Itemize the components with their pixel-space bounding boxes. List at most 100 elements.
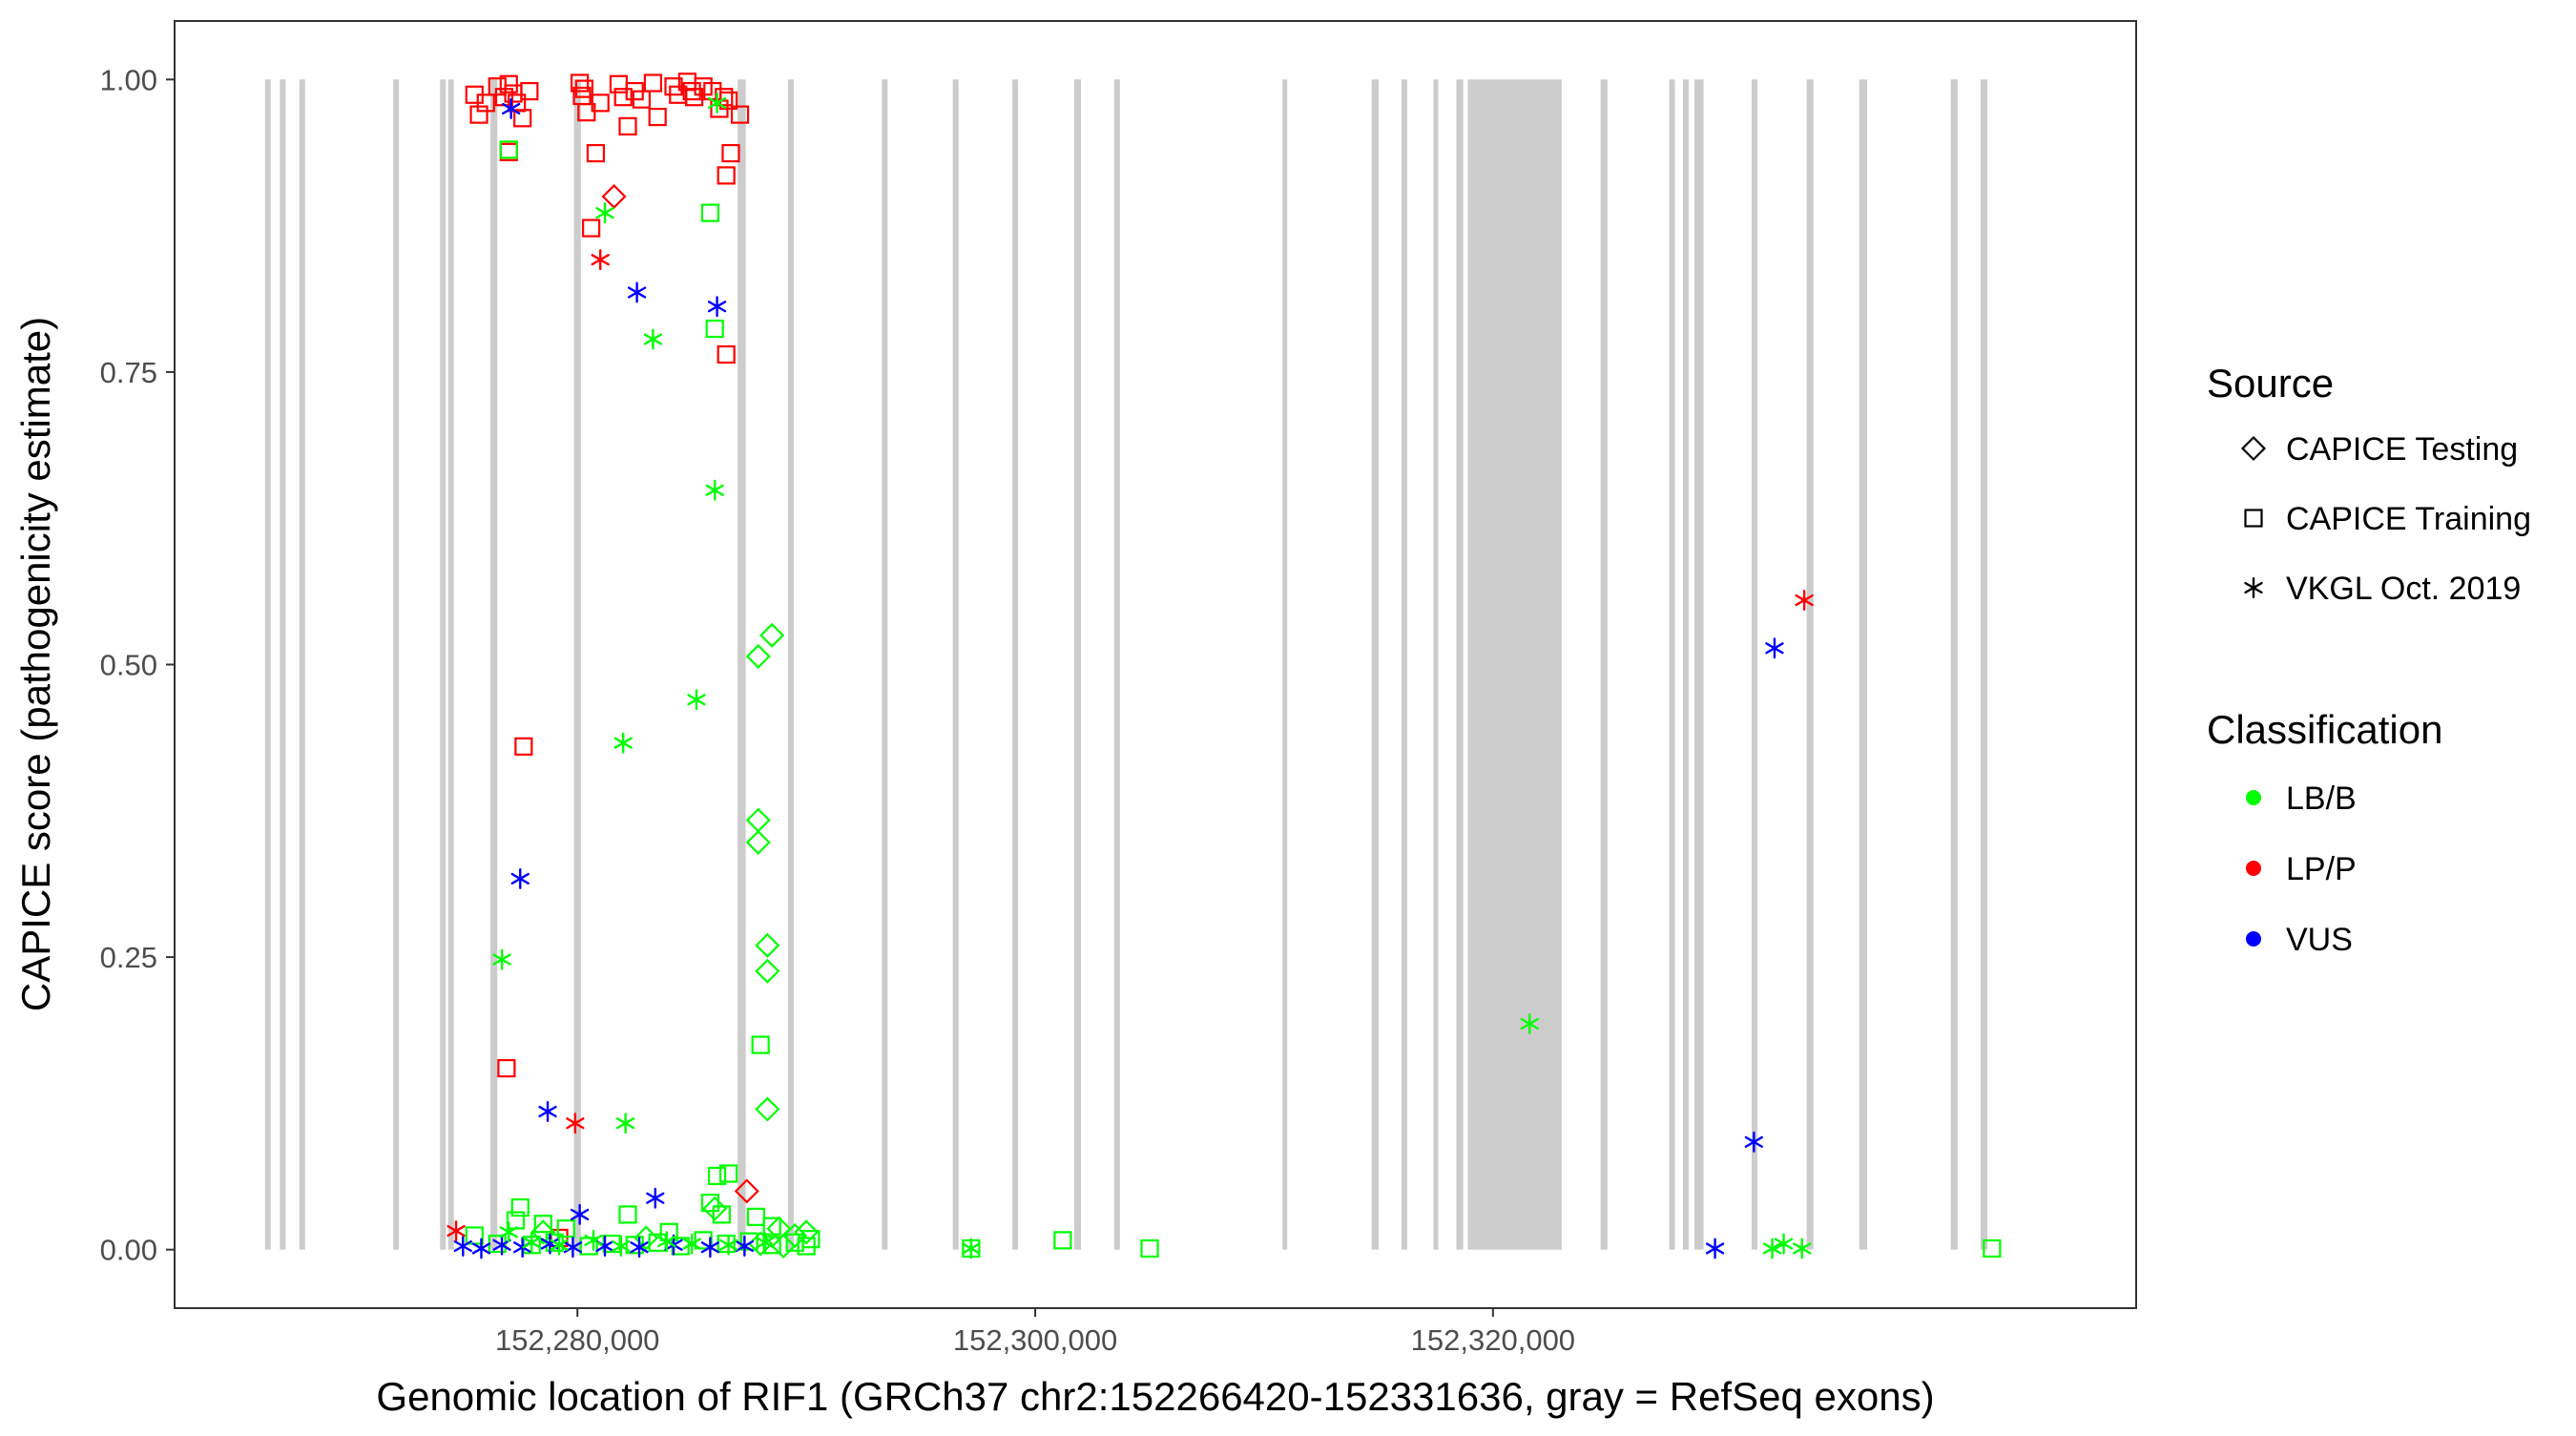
point-square	[648, 107, 667, 127]
point-diamond	[755, 1096, 780, 1122]
point-asterisk	[1762, 1238, 1782, 1259]
point-square	[586, 143, 606, 163]
point-square	[718, 1164, 738, 1183]
exon-band	[264, 79, 271, 1250]
exon-band	[393, 79, 400, 1250]
point-asterisk	[1520, 1013, 1539, 1034]
legend-key-dot	[2246, 931, 2261, 947]
point-square	[574, 79, 594, 98]
point-asterisk	[735, 1236, 755, 1257]
point-square	[712, 1205, 731, 1224]
point-asterisk	[538, 1101, 557, 1122]
point-asterisk	[657, 1231, 676, 1253]
point-square	[694, 1231, 713, 1250]
y-tick-label: 0.00	[100, 1234, 157, 1267]
exon-band	[1371, 79, 1379, 1250]
point-square	[705, 319, 724, 339]
legend-source-label: VKGL Oct. 2019	[2286, 571, 2521, 607]
point-asterisk	[1793, 1238, 1812, 1259]
point-square	[707, 1166, 727, 1186]
point-square	[682, 81, 701, 101]
point-diamond	[755, 932, 780, 958]
exon-band	[440, 79, 447, 1250]
point-asterisk	[707, 296, 727, 318]
exon-band	[1806, 79, 1814, 1250]
y-tick-label: 1.00	[100, 63, 157, 96]
point-square	[465, 1226, 484, 1245]
point-square	[730, 105, 750, 124]
point-asterisk	[550, 1234, 569, 1256]
exon-band	[1751, 79, 1757, 1250]
exon-band	[1980, 79, 1988, 1250]
legend-source-label: CAPICE Training	[2286, 501, 2531, 537]
legend-key-dot	[2246, 861, 2261, 876]
point-asterisk	[630, 1237, 649, 1259]
exon-band	[447, 79, 454, 1250]
point-square	[715, 88, 734, 107]
point-asterisk	[584, 1229, 603, 1251]
point-asterisk	[522, 1232, 541, 1254]
exon-band	[299, 79, 305, 1250]
point-asterisk	[627, 281, 647, 303]
point-diamond	[734, 1178, 759, 1204]
point-asterisk	[501, 98, 521, 119]
exon-band	[882, 79, 888, 1250]
point-diamond	[794, 1219, 820, 1245]
point-asterisk	[705, 479, 724, 501]
point-square	[762, 1236, 781, 1255]
point-square	[513, 109, 532, 128]
point-asterisk	[756, 1232, 775, 1254]
point-square	[613, 88, 633, 107]
exon-band	[1669, 79, 1675, 1250]
exon-band	[787, 79, 794, 1250]
point-diamond	[745, 829, 771, 855]
series-asterisk	[447, 92, 1814, 1259]
exon-band	[1682, 79, 1689, 1250]
point-diamond	[530, 1219, 556, 1245]
point-square	[469, 105, 488, 124]
point-square	[700, 203, 719, 222]
exon-band	[1467, 79, 1562, 1250]
x-tick-label: 152,280,000	[495, 1323, 659, 1357]
exon-band	[573, 79, 581, 1250]
y-tick-label: 0.25	[100, 941, 157, 974]
point-square	[591, 94, 610, 113]
point-square	[632, 90, 652, 109]
point-square	[571, 73, 590, 93]
exon-band	[1859, 79, 1868, 1250]
point-diamond	[2240, 435, 2267, 462]
point-asterisk	[492, 1234, 511, 1256]
exon-layer	[264, 79, 1988, 1250]
point-diamond	[771, 1233, 797, 1259]
x-tick-label: 152,300,000	[953, 1323, 1117, 1357]
series-diamond	[530, 183, 820, 1259]
point-diamond	[634, 1225, 659, 1251]
exon-band	[490, 79, 498, 1250]
point-asterisk	[453, 1236, 472, 1257]
point-square	[1983, 1238, 2002, 1259]
y-tick-label: 0.75	[100, 356, 157, 389]
point-square	[497, 1058, 516, 1078]
point-square	[556, 1219, 575, 1238]
point-asterisk	[510, 867, 530, 889]
point-asterisk	[613, 732, 633, 754]
point-asterisk	[471, 1238, 491, 1259]
exon-band	[1693, 79, 1704, 1250]
point-square	[582, 219, 601, 238]
exon-band	[952, 79, 959, 1250]
point-square	[510, 1197, 530, 1217]
legend-classification: Classification LB/B LP/P VUS	[2207, 707, 2442, 958]
point-square	[1140, 1238, 1159, 1259]
point-asterisk	[566, 1113, 585, 1134]
point-asterisk	[1705, 1238, 1725, 1259]
point-asterisk	[646, 1187, 665, 1209]
point-diamond	[702, 1196, 728, 1221]
legend-source-title: Source	[2207, 361, 2334, 406]
point-asterisk	[447, 1220, 466, 1242]
point-square	[717, 344, 736, 364]
point-square	[577, 103, 596, 122]
point-asterisk	[1765, 637, 1784, 659]
point-asterisk	[687, 689, 706, 711]
